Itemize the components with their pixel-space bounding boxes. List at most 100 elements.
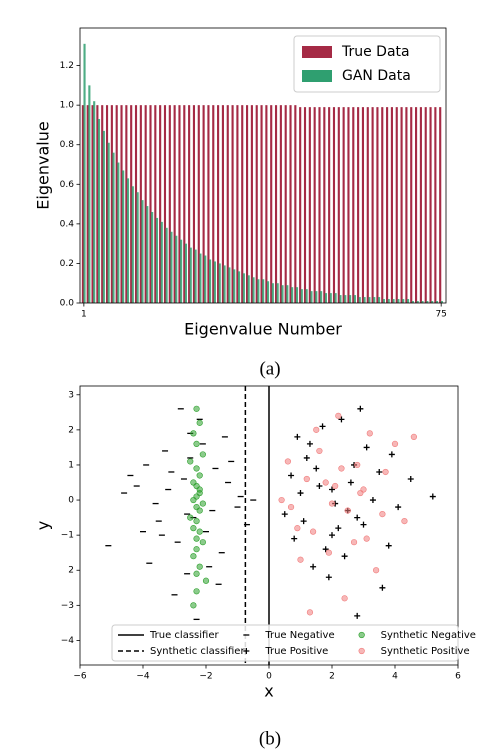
bar — [139, 105, 142, 304]
point — [328, 500, 336, 507]
bar — [110, 105, 113, 304]
point — [193, 588, 200, 595]
bar — [218, 263, 221, 303]
bar — [96, 105, 99, 304]
point — [325, 549, 332, 556]
bar — [107, 142, 110, 303]
point — [190, 525, 197, 532]
legend-label: Synthetic Positive — [381, 646, 470, 657]
bar — [402, 299, 405, 303]
point — [366, 430, 373, 437]
legend-label: True Negative — [264, 630, 334, 641]
x-tick-label: 2 — [329, 672, 335, 682]
point — [322, 546, 329, 553]
point — [373, 567, 380, 574]
bar — [159, 105, 162, 304]
bar — [382, 299, 385, 303]
bar — [424, 107, 427, 303]
bar — [381, 107, 384, 303]
bar — [318, 107, 321, 303]
legend-swatch — [302, 46, 332, 58]
bar — [81, 105, 84, 304]
bar — [299, 107, 302, 303]
point — [369, 497, 376, 504]
x-tick-label: −6 — [73, 672, 87, 682]
point — [354, 612, 361, 619]
bar — [313, 107, 316, 303]
bar — [419, 107, 422, 303]
bar — [223, 265, 226, 303]
bar — [83, 43, 86, 304]
bar — [183, 105, 186, 304]
point — [329, 486, 335, 493]
bar — [315, 291, 318, 303]
point — [316, 447, 323, 455]
y-axis-label: y — [34, 521, 53, 530]
bar — [400, 107, 403, 303]
bar — [236, 105, 239, 304]
bar — [93, 101, 96, 303]
bar — [91, 105, 94, 304]
bar — [339, 295, 342, 303]
bar — [247, 275, 250, 303]
bar — [426, 301, 429, 303]
bar — [390, 107, 393, 303]
bar — [421, 301, 424, 303]
y-tick-label: 0.0 — [60, 299, 75, 309]
point — [310, 528, 317, 535]
x-tick-label: 4 — [392, 672, 398, 682]
bar — [260, 105, 263, 304]
y-tick-label: −4 — [61, 636, 75, 646]
legend-swatch — [358, 631, 365, 639]
point — [360, 486, 367, 493]
point — [193, 570, 200, 577]
bar — [435, 301, 439, 303]
legend-swatch — [358, 647, 365, 655]
bar — [228, 267, 231, 303]
bar — [134, 105, 138, 304]
bar — [202, 105, 205, 304]
bar — [209, 259, 212, 303]
point — [354, 514, 361, 521]
point — [199, 451, 206, 458]
bar — [410, 107, 413, 303]
point — [335, 525, 342, 532]
point — [385, 542, 392, 549]
y-tick-label: 2 — [68, 566, 74, 576]
bar — [270, 105, 273, 304]
bar — [242, 273, 245, 303]
bar — [334, 293, 337, 303]
point — [319, 423, 326, 430]
point — [350, 539, 358, 546]
point — [344, 507, 351, 514]
bar — [246, 105, 249, 304]
point — [316, 483, 323, 490]
bar — [105, 105, 109, 304]
bar — [271, 283, 274, 303]
bar — [112, 152, 115, 303]
x-tick-label: 1 — [81, 310, 87, 320]
point — [193, 518, 200, 525]
bar — [101, 105, 104, 304]
point — [379, 510, 386, 518]
bar — [294, 105, 297, 304]
bar — [329, 293, 332, 303]
bar — [411, 301, 414, 303]
legend-label: Synthetic classifier — [150, 646, 245, 657]
bar — [397, 299, 400, 303]
point — [306, 440, 313, 447]
bar — [120, 105, 123, 304]
bar — [429, 107, 432, 303]
caption: (a) — [259, 358, 280, 379]
point — [338, 465, 345, 472]
bar — [265, 105, 268, 304]
point — [303, 475, 310, 483]
point — [303, 454, 310, 461]
point — [410, 433, 418, 440]
point — [379, 584, 386, 591]
plot-frame — [79, 385, 459, 666]
bar — [102, 130, 105, 303]
bar — [189, 247, 192, 303]
bar — [387, 299, 390, 303]
point — [297, 490, 304, 497]
